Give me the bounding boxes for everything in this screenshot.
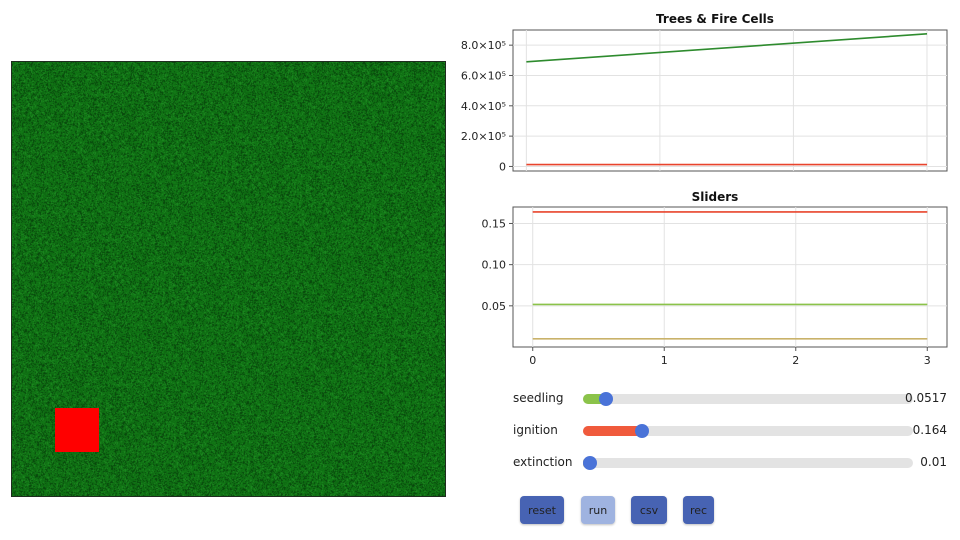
plot-area [512,206,948,348]
y-tick-label: 0 [499,160,506,173]
slider-value-ignition: 0.164 [912,423,947,437]
y-tick-label: 0.15 [482,217,507,230]
x-tick-label: 1 [661,354,668,367]
fire-cells [55,408,99,452]
y-tick-label: 6.0×10⁵ [461,69,506,82]
slider-seedling[interactable]: seedling 0.0517 [513,389,953,409]
slider-label-seedling: seedling [513,391,564,405]
slider-label-ignition: ignition [513,423,558,437]
slider-track-seedling[interactable] [583,392,913,406]
forest-grid [11,61,446,497]
slider-track-ignition[interactable] [583,424,913,438]
slider-ignition[interactable]: ignition 0.164 [513,421,953,441]
plot-area [512,29,948,172]
run-button[interactable]: run [581,496,615,524]
slider-knob-extinction[interactable] [582,456,597,470]
slider-fill-ignition [583,426,643,436]
slider-label-extinction: extinction [513,455,573,469]
slider-knob-ignition[interactable] [635,424,650,438]
x-tick-label: 0 [529,354,536,367]
top-chart-title: Trees & Fire Cells [656,12,774,26]
slider-knob-seedling[interactable] [599,392,614,406]
bottom-chart-title: Sliders [691,190,739,204]
y-tick-label: 2.0×10⁵ [461,130,506,143]
slider-value-seedling: 0.0517 [905,391,947,405]
series-line-0 [526,33,928,63]
x-tick-label: 2 [792,354,799,367]
y-tick-label: 0.10 [482,259,507,272]
slider-extinction[interactable]: extinction 0.01 [513,453,953,473]
y-tick-label: 8.0×10⁵ [461,39,506,52]
slider-value-extinction: 0.01 [920,455,947,469]
rec-button[interactable]: rec [683,496,714,524]
sliders-chart: 0.05 0.10 0.15 0 1 2 3 [482,206,948,367]
slider-fill-seedling [583,394,607,404]
trees-fire-chart: 0 2.0×10⁵ 4.0×10⁵ 6.0×10⁵ 8.0×10⁵ [461,29,948,173]
slider-track-extinction[interactable] [582,456,913,470]
y-tick-label: 4.0×10⁵ [461,100,506,113]
reset-button[interactable]: reset [520,496,564,524]
csv-button[interactable]: csv [631,496,667,524]
y-tick-label: 0.05 [482,300,507,313]
x-tick-label: 3 [924,354,931,367]
